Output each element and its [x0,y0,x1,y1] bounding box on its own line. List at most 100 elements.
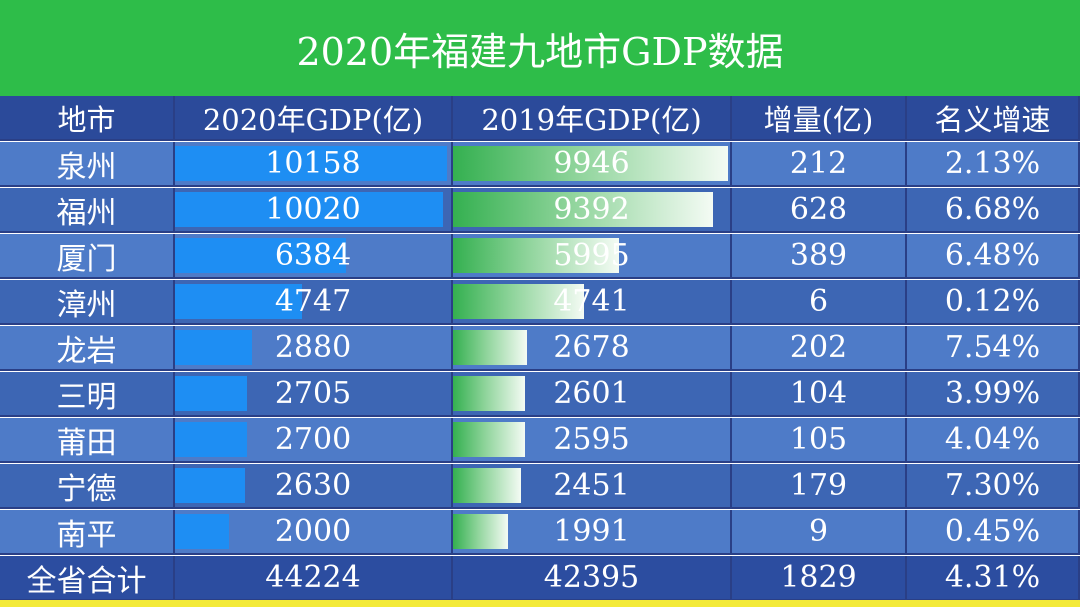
bar-2020 [175,284,302,319]
total-city: 全省合计 [0,556,175,601]
cell-city-text: 厦门 [56,241,117,277]
total-gdp2020: 44224 [175,556,453,601]
bar-2019 [453,146,728,181]
cell-gdp2020: 10020 [175,188,453,233]
table-title: 2020年福建九地市GDP数据 [0,0,1080,96]
cell-city-text: 龙岩 [56,333,117,369]
bar-2019 [453,192,713,227]
cell-increase-text: 6 [808,284,829,319]
cell-city: 福州 [0,188,175,233]
cell-city: 宁德 [0,464,175,509]
bar-2020 [175,514,229,549]
total-city-text: 全省合计 [26,563,147,599]
cell-increase: 389 [732,234,907,279]
cell-city-text: 南平 [56,517,117,553]
cell-growth-text: 6.48% [944,238,1041,273]
cell-growth-text: 2.13% [944,146,1041,181]
cell-growth-text: 0.45% [944,514,1041,549]
cell-growth: 6.68% [907,188,1080,233]
cell-growth-text: 3.99% [944,376,1041,411]
bar-2019 [453,376,525,411]
column-header: 名义增速 [907,96,1080,141]
cell-gdp2020-text: 10020 [265,192,361,227]
table-row: 龙岩 2880 2678 202 7.54% [0,326,1080,371]
cell-gdp2020: 6384 [175,234,453,279]
cell-growth: 7.54% [907,326,1080,371]
cell-gdp2020: 2880 [175,326,453,371]
total-increase-text: 1829 [780,560,857,595]
cell-growth: 6.48% [907,234,1080,279]
cell-gdp2020-text: 6384 [274,238,352,273]
total-growth: 4.31% [907,556,1080,601]
cell-gdp2019-text: 5995 [553,238,630,273]
cell-gdp2019: 9392 [453,188,732,233]
cell-gdp2019-text: 2678 [553,330,630,365]
bar-2020 [175,376,247,411]
cell-increase-text: 389 [789,238,848,273]
cell-city: 漳州 [0,280,175,325]
bar-2019 [453,422,525,457]
cell-gdp2019: 9946 [453,142,732,187]
cell-gdp2020: 2700 [175,418,453,463]
cell-gdp2019-text: 9946 [553,146,630,181]
cell-gdp2019-text: 2595 [553,422,630,457]
total-growth-text: 4.31% [944,560,1041,595]
cell-increase-text: 202 [789,330,848,365]
bar-2019 [453,468,521,503]
cell-growth: 0.12% [907,280,1080,325]
cell-city-text: 宁德 [56,471,117,507]
cell-gdp2019-text: 4741 [553,284,630,319]
column-header: 2019年GDP(亿) [453,96,732,141]
column-header-text: 增量(亿) [763,102,874,137]
bar-2020 [175,330,252,365]
cell-increase: 212 [732,142,907,187]
cell-gdp2019: 2451 [453,464,732,509]
cell-gdp2019-text: 9392 [553,192,630,227]
table-row: 泉州 10158 9946 212 2.13% [0,142,1080,187]
cell-gdp2020: 2630 [175,464,453,509]
cell-gdp2020-text: 2700 [274,422,352,457]
cell-gdp2020-text: 2000 [274,514,352,549]
cell-growth-text: 7.30% [944,468,1041,503]
cell-increase-text: 179 [789,468,848,503]
bar-2019 [453,514,508,549]
cell-city: 莆田 [0,418,175,463]
table-row: 南平 2000 1991 9 0.45% [0,510,1080,555]
bar-2020 [175,238,346,273]
bar-2019 [453,330,527,365]
total-row: 全省合计 44224 42395 1829 4.31% [0,556,1080,601]
column-header: 地市 [0,96,175,141]
bar-2020 [175,468,245,503]
cell-growth-text: 0.12% [944,284,1041,319]
cell-gdp2020-text: 2705 [274,376,352,411]
cell-city: 泉州 [0,142,175,187]
bar-2020 [175,192,443,227]
cell-city: 三明 [0,372,175,417]
column-header-text: 2020年GDP(亿) [202,102,424,137]
bar-2020 [175,146,447,181]
cell-city-text: 三明 [56,379,117,415]
column-header-text: 2019年GDP(亿) [481,102,702,137]
cell-gdp2020-text: 2880 [274,330,352,365]
cell-city-text: 莆田 [56,425,117,461]
table-row: 莆田 2700 2595 105 4.04% [0,418,1080,463]
column-header: 2020年GDP(亿) [175,96,453,141]
cell-gdp2020: 2000 [175,510,453,555]
cell-gdp2019: 5995 [453,234,732,279]
cell-increase-text: 105 [789,422,848,457]
cell-increase: 179 [732,464,907,509]
total-gdp2019-text: 42395 [543,560,640,595]
cell-city-text: 泉州 [56,149,117,185]
table-row: 漳州 4747 4741 6 0.12% [0,280,1080,325]
cell-increase: 202 [732,326,907,371]
cell-growth: 0.45% [907,510,1080,555]
column-header-text: 地市 [57,102,116,137]
table-row: 福州 10020 9392 628 6.68% [0,188,1080,233]
total-gdp2019: 42395 [453,556,732,601]
cell-growth: 3.99% [907,372,1080,417]
cell-growth: 7.30% [907,464,1080,509]
cell-gdp2019: 2678 [453,326,732,371]
cell-increase: 6 [732,280,907,325]
cell-city: 厦门 [0,234,175,279]
